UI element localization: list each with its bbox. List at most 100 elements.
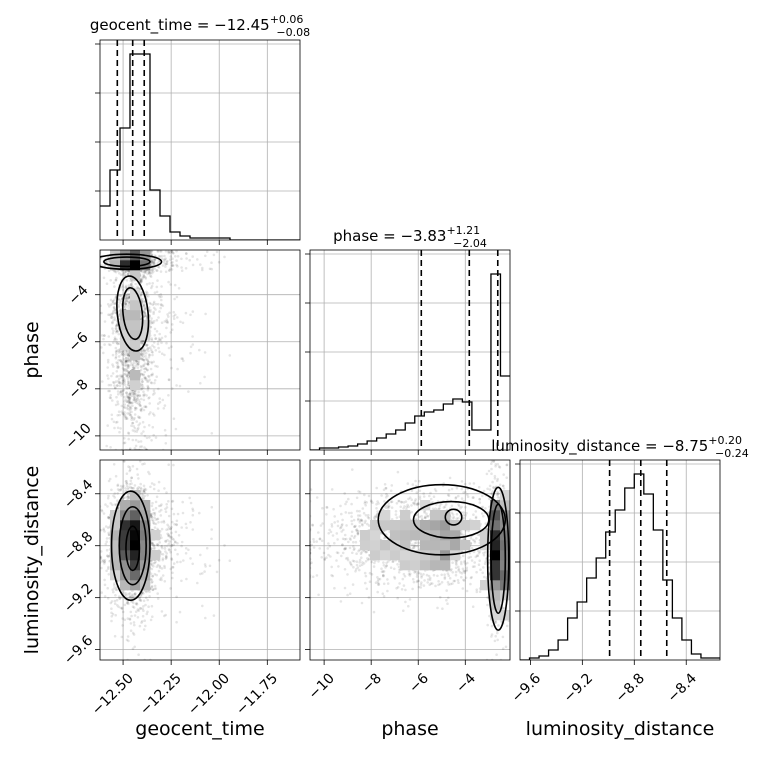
sample-point	[116, 414, 119, 417]
sample-point	[162, 261, 166, 264]
sample-point	[128, 466, 132, 469]
density-cell	[120, 310, 131, 321]
sample-point	[136, 396, 139, 400]
sample-point	[140, 432, 143, 435]
sample-point	[116, 361, 119, 365]
sample-point	[156, 365, 159, 368]
sample-point	[140, 280, 143, 284]
sample-point	[117, 579, 121, 583]
sample-point	[150, 250, 154, 253]
sample-point	[124, 361, 128, 364]
sample-point	[109, 279, 112, 282]
sample-point	[130, 486, 133, 490]
density-cell	[130, 340, 141, 351]
sample-point	[135, 399, 138, 403]
sample-point	[142, 489, 146, 493]
sample-point	[126, 635, 130, 638]
sample-point	[107, 343, 111, 346]
sample-point	[115, 338, 118, 341]
density-cell	[130, 260, 141, 271]
sample-point	[147, 353, 151, 357]
sample-point	[139, 278, 143, 281]
sample-point	[149, 381, 153, 384]
sample-point	[149, 512, 153, 516]
sample-point	[117, 303, 121, 307]
sample-point	[142, 484, 146, 488]
sample-point	[152, 302, 156, 305]
marks-hist-phase	[310, 250, 510, 450]
sample-point	[112, 463, 116, 466]
sample-point	[108, 305, 111, 308]
sample-point	[113, 634, 117, 638]
sample-point	[210, 267, 213, 271]
sample-point	[147, 412, 151, 416]
sample-point	[136, 362, 140, 366]
sample-point	[157, 302, 160, 306]
sample-point	[144, 367, 147, 370]
sample-point	[133, 394, 137, 397]
sample-point	[139, 287, 142, 291]
sample-point	[145, 348, 148, 352]
sample-point	[115, 324, 118, 328]
sample-point	[175, 384, 178, 387]
sample-point	[131, 486, 134, 490]
sample-point	[131, 594, 135, 598]
sample-point	[137, 440, 140, 444]
sample-point	[147, 349, 150, 353]
sample-point	[163, 547, 167, 550]
sample-point	[140, 279, 143, 283]
sample-point	[159, 250, 162, 253]
sample-point	[185, 252, 188, 255]
sample-point	[203, 351, 207, 354]
sample-point	[144, 367, 148, 371]
sample-point	[121, 379, 125, 383]
sample-point	[134, 406, 137, 410]
sample-point	[142, 348, 145, 352]
sample-point	[123, 437, 126, 440]
sample-point	[167, 463, 170, 467]
sample-point	[153, 526, 157, 529]
sample-point	[124, 480, 128, 483]
sample-point	[134, 406, 137, 410]
sample-point	[129, 629, 133, 632]
sample-point	[156, 342, 160, 346]
sample-point	[191, 263, 195, 267]
sample-point	[146, 343, 149, 347]
sample-point	[153, 511, 157, 515]
sample-point	[131, 421, 134, 425]
sample-point	[164, 257, 167, 261]
sample-point	[123, 368, 126, 371]
sample-point	[181, 500, 184, 504]
sample-point	[139, 599, 143, 602]
sample-point	[127, 352, 131, 356]
sample-point	[163, 428, 167, 432]
sample-point	[116, 329, 119, 333]
sample-point	[100, 311, 103, 315]
sample-point	[125, 393, 129, 397]
sample-point	[163, 564, 166, 568]
sample-point	[142, 599, 146, 603]
sample-point	[210, 537, 213, 541]
sample-point	[208, 267, 212, 271]
sample-point	[138, 394, 142, 398]
sample-point	[105, 569, 108, 573]
sample-point	[147, 424, 151, 427]
sample-point	[150, 317, 153, 320]
sample-point	[120, 389, 123, 393]
contour-line	[121, 286, 144, 341]
sample-point	[117, 410, 121, 414]
sample-point	[107, 494, 110, 498]
sample-point	[135, 397, 139, 401]
sample-point	[134, 364, 137, 368]
sample-point	[137, 486, 140, 489]
sample-point	[111, 588, 114, 591]
sample-point	[111, 332, 115, 335]
sample-point	[123, 413, 126, 416]
sample-point	[148, 269, 152, 273]
sample-point	[111, 311, 115, 314]
sample-point	[160, 298, 163, 302]
sample-point	[141, 493, 145, 497]
sample-point	[150, 322, 153, 325]
sample-point	[112, 329, 115, 333]
sample-point	[119, 359, 122, 362]
